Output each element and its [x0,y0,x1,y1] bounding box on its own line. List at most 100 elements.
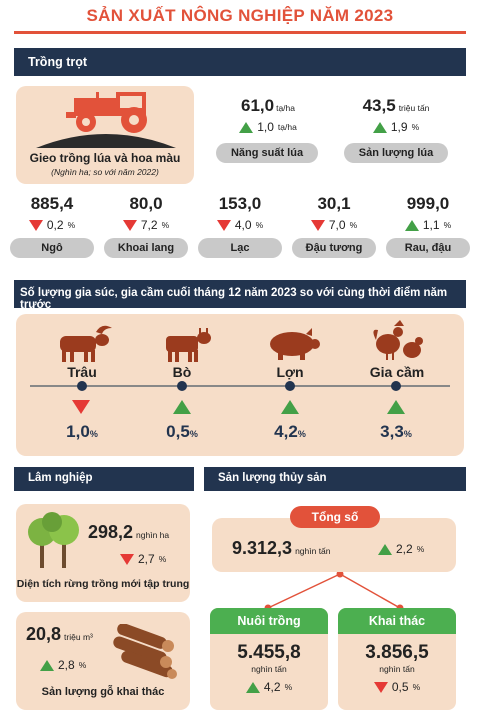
title-underline [14,31,466,34]
san-luong-change-unit: % [411,122,420,132]
up-arrow-icon [378,543,392,555]
tong-so-label: Tổng số [290,506,380,528]
gieo-trong-card: Gieo trồng lúa và hoa màu (Nghìn ha; so … [16,86,194,184]
san-luong-change: 1,9 [390,120,408,134]
rung-change: 2,7 [138,552,155,566]
go-card: 20,8 triệu m³ 2,8 % Sản lượng gỗ khai th… [16,612,190,710]
khai-thac-unit: nghìn tấn [379,664,415,674]
page-title: SẢN XUẤT NÔNG NGHIỆP NĂM 2023 [86,6,394,25]
buffalo-icon [60,325,112,362]
san-luong-stat: 43,5 triệu tấn 1,9 % [338,96,454,134]
crop-change-unit: % [443,220,452,230]
rung-label: Diện tích rừng trồng mới tập trung [16,578,190,590]
nang-suat-label: Năng suất lúa [216,143,318,163]
crop-change: 1,1 [422,218,440,232]
go-change: 2,8 [58,658,75,672]
down-arrow-icon [72,400,92,419]
crop-change: 7,0 [328,218,346,232]
crop-label: Rau, đậu [386,238,470,258]
crop-label: Ngô [10,238,94,258]
pig-icon [270,328,320,360]
tong-so-change-row: 2,2 % [378,542,424,556]
nang-suat-change: 1,0 [257,120,274,134]
go-unit: triệu m³ [64,632,93,642]
khai-thac-value: 3.856,5 [365,642,429,663]
nuoi-trong-unit: nghìn tấn [251,664,287,674]
crops-row: 885,4 0,2% Ngô 80,0 7,2% Khoai lang 153,… [10,194,470,266]
section-header-lam-nghiep: Lâm nghiệp [14,467,194,491]
down-arrow-icon [28,219,43,231]
crop-change-unit: % [161,220,170,230]
crop-khoai-lang: 80,0 7,2% Khoai lang [104,194,188,266]
crop-change-unit: % [67,220,76,230]
khai-thac-change: 0,5 [391,680,409,694]
tong-so-unit: nghìn tấn [295,546,331,556]
rung-value-row: 298,2 nghìn ha [88,522,169,543]
nuoi-trong-card: Nuôi trồng 5.455,8 nghìn tấn 4,2 % [210,608,328,710]
up-arrow-icon [239,121,254,133]
down-arrow-icon [310,219,325,231]
crop-value: 885,4 [30,194,74,213]
khai-thac-label: Khai thác [338,608,456,634]
tong-so-change: 2,2 [396,542,413,556]
san-luong-value: 43,5 [362,96,396,115]
down-arrow-icon [373,681,388,693]
crop-ngo: 885,4 0,2% Ngô [10,194,94,266]
livestock-card: Trâu Bò Lợn Gia cầm 1,0% 0,5% 4,2% 3,3% [16,314,464,456]
go-change-unit: % [78,660,87,670]
nuoi-trong-change-unit: % [284,682,293,692]
livestock-label: Trâu [67,364,97,380]
nuoi-trong-label: Nuôi trồng [210,608,328,634]
rung-unit: nghìn ha [136,530,170,540]
cow-icon [166,328,211,362]
crop-value: 999,0 [406,194,450,213]
crop-value: 153,0 [218,194,262,213]
gieo-trong-note: (Nghìn ha; so với năm 2022) [51,167,159,177]
crop-lac: 153,0 4,0% Lạc [198,194,282,266]
rung-change-row: 2,7 % [120,552,166,566]
crop-value: 80,0 [129,194,163,213]
san-luong-label: Sản lượng lúa [344,143,448,163]
tree-icon [28,512,79,568]
up-arrow-icon [387,400,407,419]
go-value: 20,8 [26,624,62,644]
section-header-livestock: Số lượng gia súc, gia cầm cuối tháng 12 … [14,280,466,311]
go-change-row: 2,8 % [40,658,86,672]
livestock-label: Lợn [276,364,304,380]
up-arrow-icon [173,400,193,419]
tong-so-value-row: 9.312,3 nghìn tấn [232,538,331,559]
crop-label: Đậu tương [292,238,376,258]
up-arrow-icon [404,219,419,231]
crop-value: 30,1 [317,194,351,213]
khai-thac-change-row: 0,5 % [338,680,456,694]
khai-thac-change-unit: % [412,682,421,692]
nang-suat-value: 61,0 [241,96,275,115]
crop-rau-dau: 999,0 1,1% Rau, đậu [386,194,470,266]
up-arrow-icon [40,659,54,671]
nuoi-trong-change-row: 4,2 % [210,680,328,694]
poultry-icon [373,320,423,360]
down-arrow-icon [120,553,134,565]
tractor-icon [36,92,176,148]
down-arrow-icon [122,219,137,231]
logs-icon [113,624,177,679]
crop-label: Lạc [198,238,282,258]
nuoi-trong-value: 5.455,8 [237,642,301,663]
livestock-change: 0,5% [166,422,198,441]
crop-change: 4,0 [234,218,252,232]
up-arrow-icon [372,121,387,133]
crop-change: 0,2 [46,218,64,232]
down-arrow-icon [216,219,231,231]
rung-value: 298,2 [88,522,134,542]
nang-suat-stat: 61,0 tạ/ha 1,0 tạ/ha [212,96,324,134]
crop-dau-tuong: 30,1 7,0% Đậu tương [292,194,376,266]
livestock-label: Bò [172,364,192,380]
section-header-trong-trot: Trồng trọt [14,48,466,76]
crop-change: 7,2 [140,218,158,232]
livestock-change: 4,2% [274,422,306,441]
go-label: Sản lượng gỗ khai thác [41,686,165,698]
livestock-graphics [30,320,450,391]
up-arrow-icon [281,400,301,419]
section-header-thuy-san: Sản lượng thủy sản [204,467,466,491]
nuoi-trong-change: 4,2 [263,680,281,694]
